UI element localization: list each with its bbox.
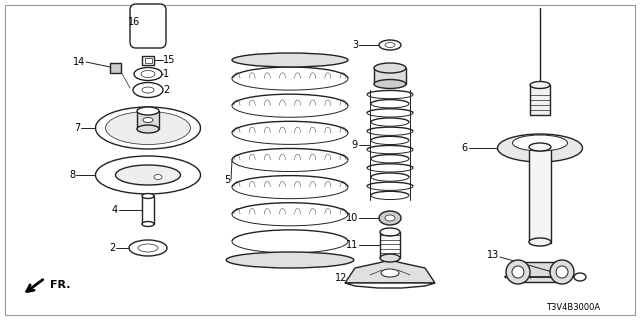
Ellipse shape: [374, 63, 406, 73]
Text: 3: 3: [352, 40, 358, 50]
Ellipse shape: [385, 43, 395, 47]
Ellipse shape: [141, 70, 155, 77]
Ellipse shape: [380, 228, 400, 236]
Polygon shape: [345, 260, 435, 283]
Ellipse shape: [142, 194, 154, 198]
Text: 16: 16: [128, 17, 140, 27]
Ellipse shape: [379, 40, 401, 50]
Ellipse shape: [226, 252, 354, 268]
Ellipse shape: [95, 107, 200, 149]
Text: 8: 8: [69, 170, 75, 180]
Ellipse shape: [385, 215, 395, 221]
Bar: [380, 232, 400, 258]
Text: 4: 4: [112, 205, 118, 215]
Ellipse shape: [513, 135, 568, 151]
Text: 6: 6: [462, 143, 468, 153]
Bar: [518, 262, 562, 282]
Ellipse shape: [556, 266, 568, 278]
Ellipse shape: [137, 107, 159, 115]
Ellipse shape: [530, 82, 550, 89]
Ellipse shape: [95, 156, 200, 194]
Ellipse shape: [379, 211, 401, 225]
Polygon shape: [345, 283, 435, 288]
Ellipse shape: [142, 221, 154, 227]
Ellipse shape: [574, 273, 586, 281]
Text: 15: 15: [163, 55, 175, 65]
Text: 12: 12: [335, 273, 347, 283]
Ellipse shape: [529, 143, 551, 151]
Ellipse shape: [154, 174, 162, 180]
Ellipse shape: [512, 266, 524, 278]
Text: 1: 1: [163, 69, 169, 79]
Text: 14: 14: [73, 57, 85, 67]
Text: 10: 10: [346, 213, 358, 223]
Ellipse shape: [134, 68, 162, 81]
Text: 5: 5: [224, 175, 230, 185]
Ellipse shape: [115, 165, 180, 185]
Ellipse shape: [138, 244, 158, 252]
Bar: [137, 111, 159, 129]
Text: 9: 9: [352, 140, 358, 150]
Ellipse shape: [137, 125, 159, 133]
Ellipse shape: [550, 260, 574, 284]
FancyBboxPatch shape: [130, 4, 166, 48]
Bar: [529, 148, 551, 243]
Ellipse shape: [129, 240, 167, 256]
Ellipse shape: [506, 260, 530, 284]
Ellipse shape: [106, 111, 191, 145]
Bar: [142, 196, 154, 224]
Ellipse shape: [142, 87, 154, 93]
Text: FR.: FR.: [50, 280, 70, 290]
Bar: [142, 55, 154, 65]
Ellipse shape: [529, 238, 551, 246]
Ellipse shape: [381, 269, 399, 277]
Ellipse shape: [380, 254, 400, 262]
Text: 11: 11: [346, 240, 358, 250]
Bar: [145, 58, 152, 62]
Bar: [109, 63, 120, 73]
Ellipse shape: [143, 117, 153, 123]
Bar: [374, 68, 406, 84]
Ellipse shape: [133, 83, 163, 98]
Bar: [530, 85, 550, 115]
Text: 13: 13: [487, 250, 499, 260]
Text: T3V4B3000A: T3V4B3000A: [546, 303, 600, 313]
Text: 2: 2: [109, 243, 115, 253]
Ellipse shape: [497, 134, 582, 162]
Ellipse shape: [374, 79, 406, 89]
Text: 7: 7: [74, 123, 80, 133]
Ellipse shape: [232, 53, 348, 67]
Text: 2: 2: [163, 85, 169, 95]
